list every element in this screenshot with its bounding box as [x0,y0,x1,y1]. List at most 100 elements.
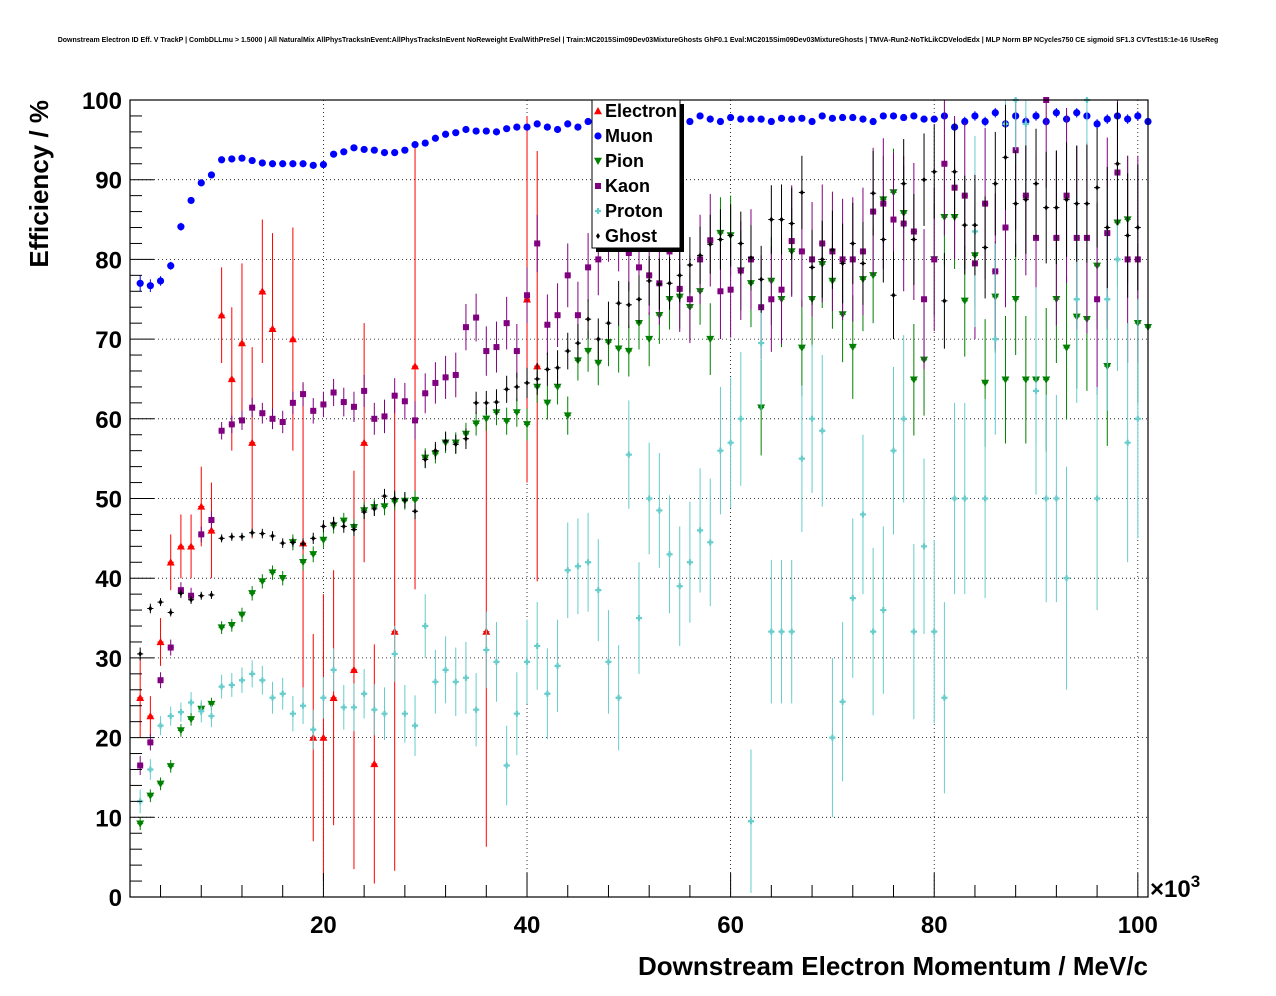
electron-point [197,502,206,510]
muon-point [777,114,786,122]
muon-point [1052,109,1060,117]
muon-point [757,115,765,123]
proton-point [442,666,449,673]
legend-entry-pion: Pion [594,151,644,171]
proton-point [931,628,938,635]
kaon-point [422,390,429,397]
legend-marker [595,183,601,189]
ghost-point [728,232,733,239]
ghost-point [759,276,764,283]
ghost-point [413,508,418,515]
electron-point [370,759,379,768]
proton-point [208,713,215,720]
proton-point [941,694,948,701]
kaon-point [727,286,734,293]
kaon-point [350,403,357,410]
muon-point [1134,112,1142,120]
muon-point [859,115,867,123]
proton-point [1022,120,1029,127]
pion-point [909,376,918,384]
legend-label: Pion [605,151,644,171]
x-axis-label: Downstream Electron Momentum / MeV/c [638,951,1148,981]
ghost-point [331,520,336,527]
proton-point [228,681,235,688]
kaon-point [941,160,948,167]
legend: Electron Muon Pion Kaon Proton Ghost [591,99,684,252]
ghost-point [922,176,927,183]
kaon-point [493,344,500,351]
muon-point [513,123,521,131]
legend-entry-ghost: Ghost [596,226,657,246]
ghost-point [718,236,723,243]
kaon-point [585,264,592,271]
kaon-point [778,286,785,293]
ghost-point [891,292,896,299]
proton-point [890,447,897,454]
muon-point [279,160,287,168]
proton-point [625,451,632,458]
ghost-point [616,300,621,307]
ghost-point [677,272,682,279]
proton-point [717,447,724,454]
ghost-point [687,261,692,268]
kaon-point [310,407,317,414]
ghost-point [871,190,876,197]
ghost-point [138,650,143,657]
pion-point [523,421,532,429]
kaon-point [513,348,520,355]
kaon-point [595,256,602,263]
pion-point [268,569,277,577]
muon-point [839,113,847,122]
proton-point [1033,387,1040,394]
kaon-point [147,739,154,746]
ghost-point [494,399,499,406]
muon-point [737,115,745,123]
legend-marker [596,233,600,239]
proton-point [147,766,154,773]
muon-point [991,109,999,117]
ghost-point [474,399,479,406]
electron-point [319,733,328,741]
kaon-point [432,379,439,386]
muon-point [503,125,511,133]
proton-point [300,702,307,709]
kaon-point [636,264,642,271]
x-axis-multiplier: ×103 [1150,872,1200,903]
y-tick-label: 20 [95,726,122,753]
kaon-point [462,324,469,331]
ghost-point [881,236,886,243]
series-electron [136,115,542,884]
proton-point [778,628,785,635]
kaon-point [198,531,205,538]
ghost-point [575,340,580,347]
pion-point [1011,296,1020,304]
ghost-point [1095,184,1100,191]
muon-point [584,117,592,126]
proton-point [951,495,958,502]
pion-point [217,624,226,632]
proton-point [686,559,693,566]
ghost-point [280,540,285,547]
pion-point [176,727,185,735]
muon-point [930,115,938,123]
proton-point [992,336,999,343]
electron-point [166,558,175,566]
muon-point [248,156,256,165]
ghost-point [1064,196,1069,203]
proton-point [269,694,276,701]
pion-point [166,763,175,771]
pion-point [1001,376,1010,384]
kaon-point [330,389,337,396]
muon-point [533,120,541,128]
kaon-point [157,677,164,684]
ghost-point [850,240,855,247]
muon-point [879,112,887,120]
legend-marker [594,157,602,165]
proton-point [747,818,754,825]
muon-point [482,127,490,135]
proton-point [279,690,286,697]
muon-point [523,123,531,131]
ghost-point [239,533,244,540]
muon-point [971,112,979,120]
proton-point [310,726,317,733]
